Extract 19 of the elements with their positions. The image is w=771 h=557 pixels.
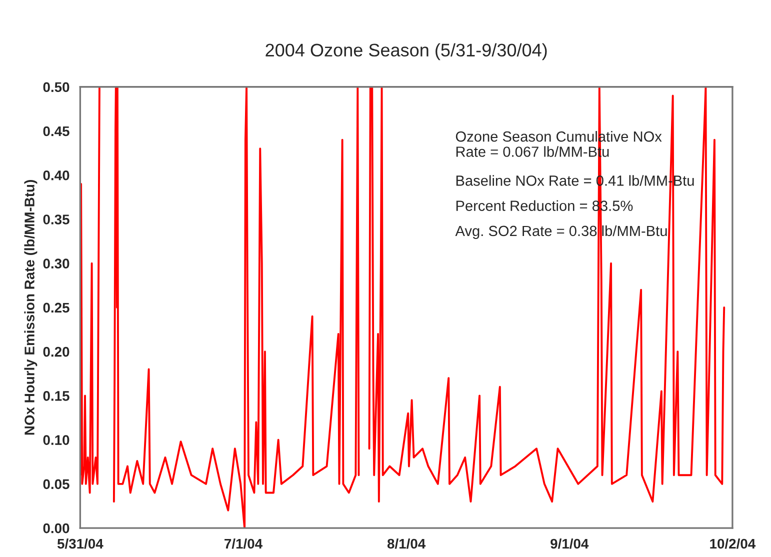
y-axis-title: NOx Hourly Emission Rate (lb/MM-Btu)	[24, 180, 38, 435]
x-tick-label: 7/1/04	[224, 538, 262, 549]
y-tick-label: 0.00	[43, 523, 70, 534]
y-tick-label: 0.10	[43, 435, 70, 445]
y-tick-label: 0.40	[43, 170, 70, 180]
y-tick-label: 0.30	[43, 258, 70, 269]
annotation: Avg. SO2 Rate = 0.38 lb/MM-Btu	[455, 225, 667, 240]
x-tick-label: 8/1/04	[387, 538, 426, 549]
y-tick-label: 0.05	[43, 479, 70, 490]
x-tick-label: 10/2/04	[710, 538, 756, 549]
y-tick-label: 0.25	[43, 302, 70, 313]
y-tick-label: 0.50	[43, 82, 70, 92]
x-tick-label: 5/31/04	[57, 538, 104, 549]
y-tick-label: 0.20	[43, 346, 70, 357]
chart-title: 2004 Ozone Season (5/31-9/30/04)	[266, 43, 547, 60]
y-tick-label: 0.35	[43, 214, 70, 224]
y-tick-label: 0.15	[43, 391, 70, 401]
y-tick-label: 0.45	[43, 126, 70, 136]
x-tick-label: 9/1/04	[550, 538, 589, 549]
